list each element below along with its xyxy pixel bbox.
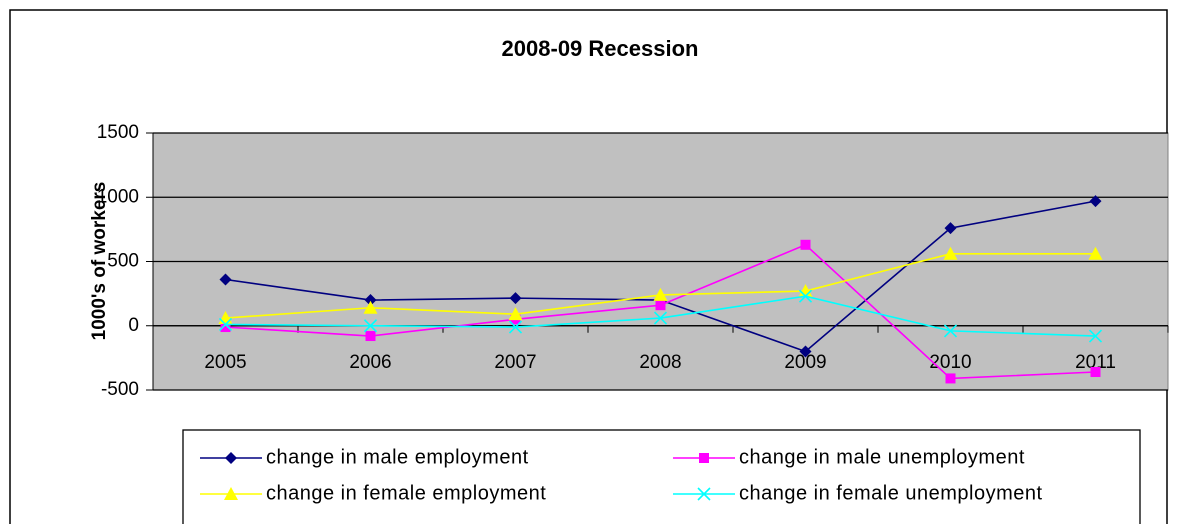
marker bbox=[799, 345, 812, 358]
legend-label: change in female employment bbox=[266, 482, 546, 504]
marker bbox=[218, 317, 233, 332]
marker bbox=[944, 222, 957, 235]
x-tick-label: 2005 bbox=[204, 352, 246, 373]
marker bbox=[653, 311, 668, 325]
marker bbox=[225, 452, 237, 464]
marker bbox=[1088, 246, 1103, 260]
y-tick-label: 1000 bbox=[97, 186, 139, 207]
marker bbox=[509, 292, 522, 305]
x-tick-label: 2009 bbox=[784, 352, 826, 373]
marker bbox=[219, 273, 232, 286]
x-tick-label: 2006 bbox=[349, 352, 391, 373]
marker bbox=[363, 319, 378, 333]
legend-label: change in female unemployment bbox=[739, 482, 1043, 504]
marker bbox=[697, 487, 711, 501]
marker bbox=[364, 294, 377, 307]
x-tick-label: 2011 bbox=[1075, 352, 1116, 373]
y-tick-label: 0 bbox=[128, 315, 139, 336]
marker bbox=[699, 453, 709, 463]
marker bbox=[655, 300, 666, 311]
y-tick-label: -500 bbox=[101, 379, 139, 400]
marker bbox=[365, 331, 376, 342]
marker bbox=[800, 239, 811, 250]
marker bbox=[508, 307, 523, 321]
marker bbox=[363, 300, 378, 314]
marker bbox=[653, 287, 668, 301]
y-tick-label: 1500 bbox=[97, 122, 139, 143]
x-tick-label: 2010 bbox=[929, 352, 971, 373]
y-tick-label: 500 bbox=[107, 251, 139, 272]
marker bbox=[943, 246, 958, 260]
marker bbox=[943, 324, 958, 338]
x-tick-label: 2007 bbox=[494, 352, 536, 373]
marker bbox=[1089, 195, 1102, 208]
x-tick-label: 2008 bbox=[639, 352, 681, 373]
legend-label: change in male unemployment bbox=[739, 446, 1025, 468]
y-axis-label: 1000's of workers bbox=[89, 182, 110, 341]
legend-box bbox=[182, 429, 1141, 524]
marker bbox=[220, 322, 231, 333]
marker bbox=[224, 487, 238, 500]
marker bbox=[1088, 329, 1103, 343]
marker bbox=[945, 373, 956, 384]
legend-label: change in male employment bbox=[266, 446, 529, 468]
marker bbox=[1090, 367, 1101, 378]
chart-title: 2008-09 Recession bbox=[502, 36, 699, 61]
marker bbox=[798, 289, 813, 303]
marker bbox=[508, 320, 523, 334]
